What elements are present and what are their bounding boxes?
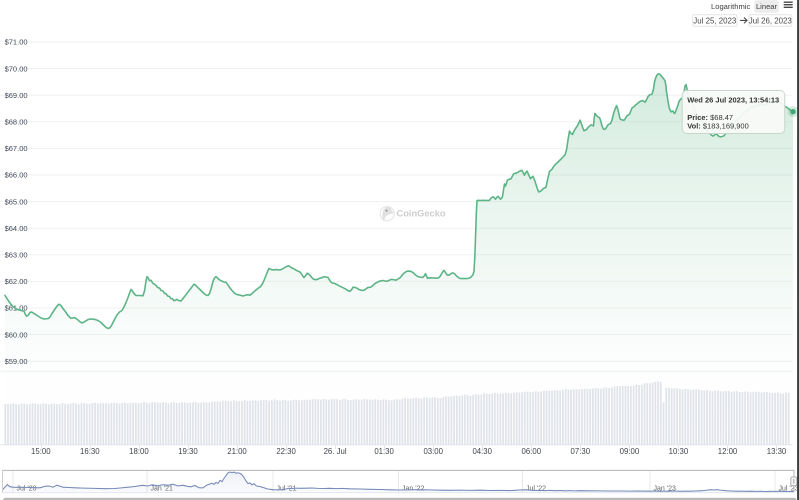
svg-text:Jan '23: Jan '23	[654, 485, 676, 492]
svg-text:10:30: 10:30	[669, 447, 689, 456]
svg-text:Price: $68.47: Price: $68.47	[687, 113, 733, 122]
svg-text:Wed 26 Jul 2023, 13:54:13: Wed 26 Jul 2023, 13:54:13	[687, 95, 779, 104]
svg-text:Jul 25, 2023: Jul 25, 2023	[693, 16, 737, 25]
svg-text:$63.00: $63.00	[5, 251, 28, 260]
svg-text:$70.00: $70.00	[5, 64, 28, 73]
svg-text:07:30: 07:30	[571, 447, 591, 456]
svg-text:$62.00: $62.00	[5, 277, 28, 286]
svg-text:09:00: 09:00	[620, 447, 640, 456]
svg-text:26. Jul: 26. Jul	[324, 447, 347, 456]
svg-text:$67.00: $67.00	[5, 144, 28, 153]
svg-text:$68.00: $68.00	[5, 118, 28, 127]
svg-text:15:00: 15:00	[31, 447, 51, 456]
svg-text:06:00: 06:00	[522, 447, 542, 456]
svg-text:Linear: Linear	[756, 2, 778, 11]
svg-text:13:30: 13:30	[767, 447, 787, 456]
svg-text:Jul 26, 2023: Jul 26, 2023	[749, 16, 793, 25]
svg-text:$64.00: $64.00	[5, 224, 28, 233]
svg-text:22:30: 22:30	[276, 447, 296, 456]
svg-text:12:00: 12:00	[718, 447, 738, 456]
svg-text:Vol: $183,169,900: Vol: $183,169,900	[687, 121, 749, 130]
svg-text:18:00: 18:00	[129, 447, 149, 456]
svg-text:$66.00: $66.00	[5, 171, 28, 180]
svg-text:Jul '22: Jul '22	[526, 485, 546, 492]
svg-text:04:30: 04:30	[472, 447, 492, 456]
svg-text:03:00: 03:00	[423, 447, 443, 456]
svg-text:$71.00: $71.00	[5, 38, 28, 47]
svg-text:01:30: 01:30	[374, 447, 394, 456]
svg-text:Logarithmic: Logarithmic	[711, 2, 750, 11]
svg-text:$69.00: $69.00	[5, 91, 28, 100]
svg-text:CoinGecko: CoinGecko	[397, 209, 446, 219]
svg-text:16:30: 16:30	[80, 447, 100, 456]
svg-text:$65.00: $65.00	[5, 197, 28, 206]
svg-text:Jul '23: Jul '23	[779, 485, 799, 492]
svg-text:21:00: 21:00	[227, 447, 247, 456]
svg-text:Jan '22: Jan '22	[402, 485, 424, 492]
svg-text:19:30: 19:30	[178, 447, 198, 456]
